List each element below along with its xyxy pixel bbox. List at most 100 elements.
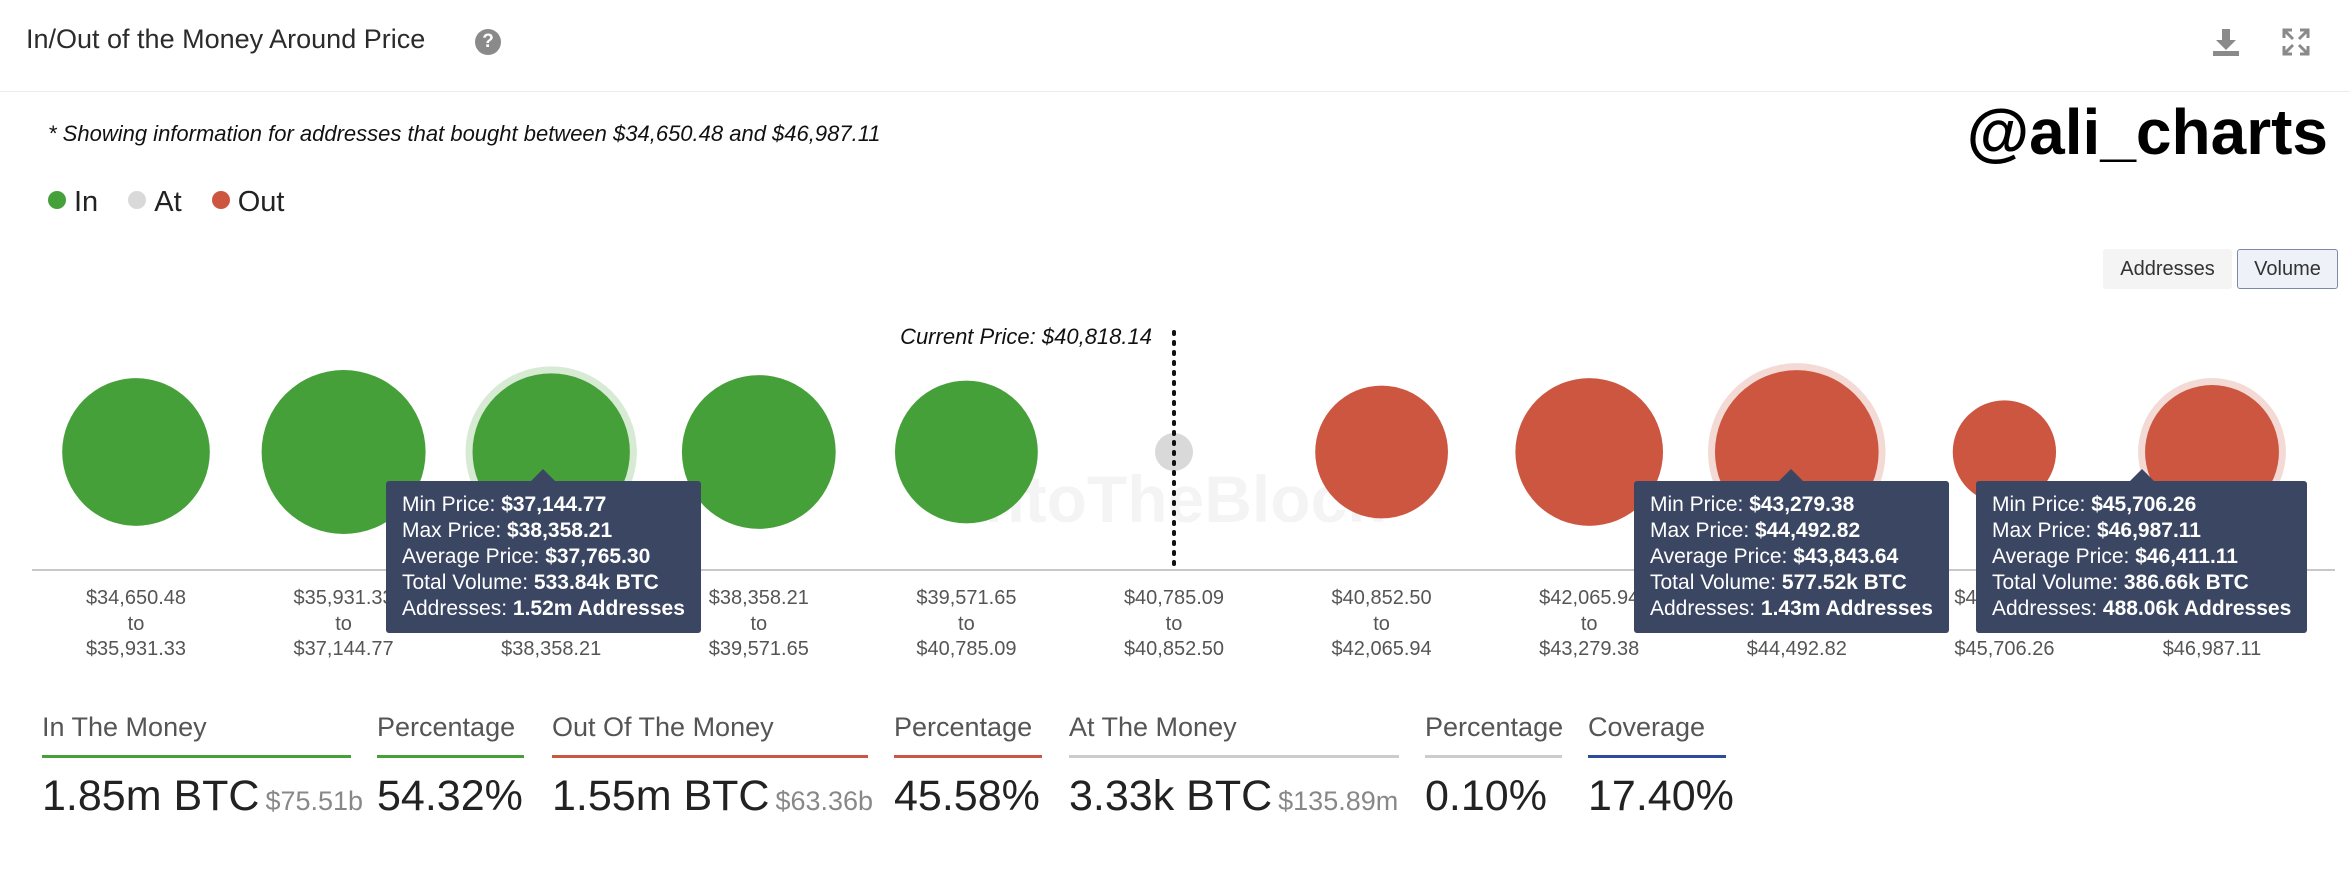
legend: In At Out	[48, 186, 306, 219]
stat-value-row: 1.55m BTC $63.36b	[552, 772, 873, 821]
stat-label: Percentage	[1425, 712, 1563, 758]
legend-label-at: At	[154, 186, 182, 218]
tooltip-bucket-3: Min Price: $37,144.77 Max Price: $38,358…	[386, 469, 701, 633]
tooltip-addresses-value: 488.06k Addresses	[2102, 597, 2292, 620]
stat-value: 3.33k BTC	[1069, 772, 1273, 820]
volume-toggle-button[interactable]: Volume	[2237, 249, 2338, 289]
stat-in-the-money: In The Money 1.85m BTC $75.51b	[42, 712, 363, 821]
legend-item-at[interactable]: At	[128, 186, 182, 219]
stat-value: 1.55m BTC	[552, 772, 770, 820]
tooltip-min-value: $43,279.38	[1749, 493, 1855, 516]
tick-label-from: $39,571.65	[916, 587, 1016, 609]
tick-label-to-word: to	[335, 613, 352, 635]
bubble-out-10	[1952, 400, 2057, 504]
tick-label-to: $44,492.82	[1747, 638, 1847, 660]
tick-label-to: $42,065.94	[1332, 638, 1432, 660]
tooltip-addresses-value: 1.43m Addresses	[1760, 597, 1933, 620]
tooltip-avg-value: $37,765.30	[545, 545, 651, 568]
legend-item-out[interactable]: Out	[211, 186, 285, 219]
tooltip-max-value: $44,492.82	[1755, 519, 1861, 542]
bubble-in-2	[261, 370, 426, 534]
author-watermark: @ali_charts	[1966, 96, 2328, 168]
tick-label-from: $35,931.33	[294, 587, 394, 609]
tick-label-to: $35,931.33	[86, 638, 186, 660]
bubble-out-8	[1515, 378, 1664, 526]
stat-label: Percentage	[377, 712, 524, 758]
stat-out-percentage: Percentage 45.58%	[894, 712, 1042, 821]
tooltip-min-value: $45,706.26	[2091, 493, 2197, 516]
stat-value: 1.85m BTC	[42, 772, 260, 820]
bubble-in-5	[894, 380, 1038, 524]
tick-label-to-word: to	[128, 613, 145, 635]
legend-label-out: Out	[237, 186, 285, 218]
tick-label-from: $40,852.50	[1332, 587, 1432, 609]
tick-label-to-word: to	[1166, 613, 1183, 635]
tick-label-to: $40,785.09	[916, 638, 1016, 660]
stat-value: 45.58%	[894, 772, 1040, 820]
tick-label-from: $40,785.09	[1124, 587, 1224, 609]
legend-item-in[interactable]: In	[48, 186, 98, 219]
tooltip-avg-label: Average Price:	[1650, 545, 1794, 568]
download-icon[interactable]	[2210, 26, 2242, 58]
stat-label: Percentage	[894, 712, 1042, 758]
stat-value-row: 1.85m BTC $75.51b	[42, 772, 363, 821]
bubble-out-7	[1315, 385, 1448, 519]
tooltip-min-label: Min Price:	[1650, 493, 1750, 516]
stat-value: 0.10%	[1425, 772, 1547, 820]
stat-label: Coverage	[1588, 712, 1726, 758]
tooltip-max-label: Max Price:	[402, 519, 508, 542]
stat-in-percentage: Percentage 54.32%	[377, 712, 524, 821]
tooltip-volume-value: 386.66k BTC	[2123, 571, 2249, 594]
legend-label-in: In	[74, 186, 99, 218]
tick-label-from: $42,065.94	[1539, 587, 1639, 609]
summary-stats: In The Money 1.85m BTC $75.51b Percentage…	[0, 712, 2350, 872]
stat-subvalue: $135.89m	[1278, 786, 1399, 816]
tooltip-max-value: $46,987.11	[2097, 519, 2201, 542]
tick-label-from: $34,650.48	[86, 587, 186, 609]
stat-subvalue: $63.36b	[775, 786, 874, 816]
expand-icon[interactable]	[2280, 26, 2312, 58]
tooltip-addresses-value: 1.52m Addresses	[512, 597, 685, 620]
tick-label-to: $43,279.38	[1539, 638, 1639, 660]
tick-label-to: $40,852.50	[1124, 638, 1224, 660]
tick-label-to-word: to	[1581, 613, 1598, 635]
stat-label: In The Money	[42, 712, 351, 758]
stat-at-the-money: At The Money 3.33k BTC $135.89m	[1069, 712, 1399, 821]
stat-label: Out Of The Money	[552, 712, 868, 758]
tooltip-volume-label: Total Volume:	[402, 571, 534, 594]
tooltip-volume-label: Total Volume:	[1992, 571, 2124, 594]
tooltip-avg-label: Average Price:	[1992, 545, 2136, 568]
tick-label-to: $38,358.21	[501, 638, 601, 660]
tick-label-to: $39,571.65	[709, 638, 809, 660]
stat-coverage: Coverage 17.40%	[1588, 712, 1734, 821]
tick-label-to: $46,987.11	[2163, 638, 2262, 660]
help-icon[interactable]: ?	[475, 29, 501, 55]
tooltip-avg-value: $43,843.64	[1793, 545, 1899, 568]
tooltip-bucket-9: Min Price: $43,279.38 Max Price: $44,492…	[1634, 469, 1949, 633]
bubble-in-1	[62, 378, 210, 526]
tooltip-bucket-11: Min Price: $45,706.26 Max Price: $46,987…	[1976, 469, 2308, 633]
legend-dot-in	[48, 191, 66, 209]
current-price-label: Current Price: $40,818.14	[900, 324, 1152, 349]
tick-label-to-word: to	[958, 613, 975, 635]
tooltip-avg-value: $46,411.11	[2135, 545, 2238, 568]
page-title: In/Out of the Money Around Price	[26, 24, 426, 54]
stat-value: 17.40%	[1588, 772, 1734, 820]
bubble-in-4	[681, 375, 836, 529]
range-note: * Showing information for addresses that…	[48, 121, 881, 146]
tooltip-min-value: $37,144.77	[501, 493, 607, 516]
tooltip-addresses-label: Addresses:	[1650, 597, 1761, 620]
stat-label: At The Money	[1069, 712, 1399, 758]
widget-header: In/Out of the Money Around Price ?	[0, 0, 2350, 92]
tooltip-min-label: Min Price:	[1992, 493, 2092, 516]
stat-at-percentage: Percentage 0.10%	[1425, 712, 1563, 821]
tick-label-to: $37,144.77	[294, 638, 394, 660]
tooltip-avg-label: Average Price:	[402, 545, 546, 568]
tooltip-addresses-label: Addresses:	[402, 597, 513, 620]
tooltip-volume-value: 577.52k BTC	[1781, 571, 1907, 594]
legend-dot-out	[211, 191, 230, 209]
stat-out-of-the-money: Out Of The Money 1.55m BTC $63.36b	[552, 712, 873, 821]
tick-label-to-word: to	[1373, 613, 1390, 635]
addresses-toggle-button[interactable]: Addresses	[2103, 249, 2232, 289]
tooltip-addresses-label: Addresses:	[1992, 597, 2103, 620]
